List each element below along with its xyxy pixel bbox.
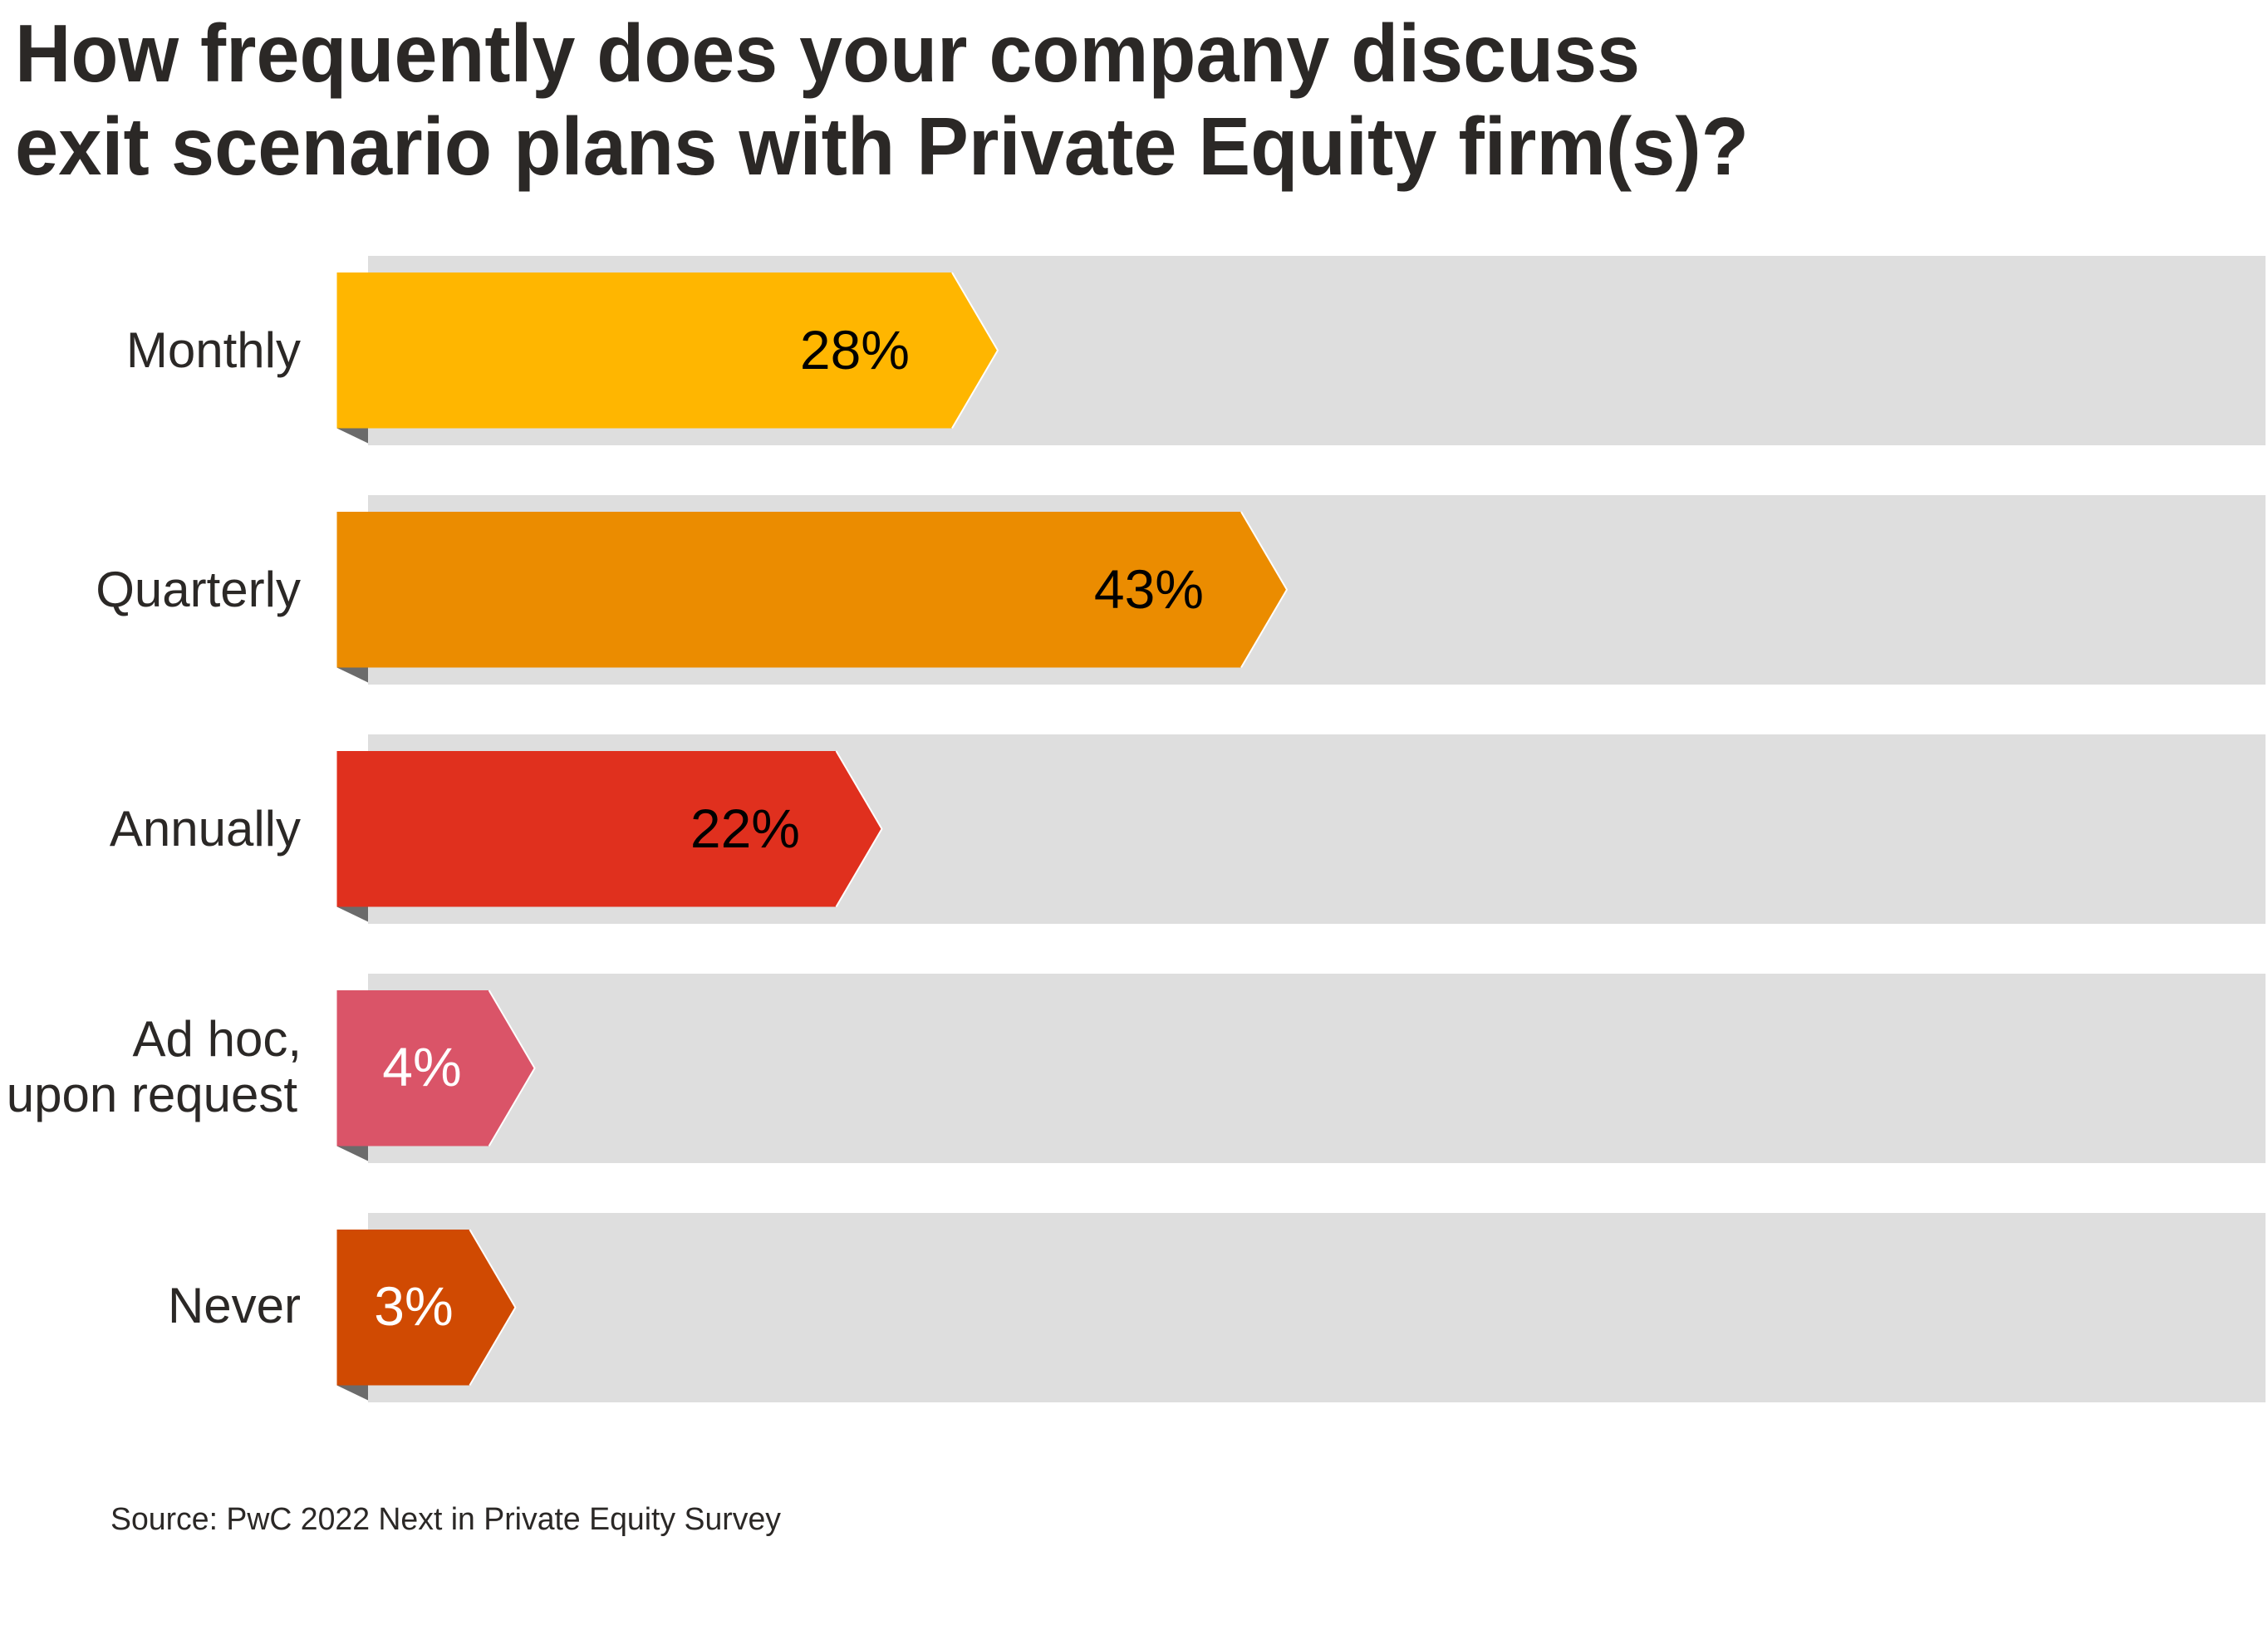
svg-text:3%: 3% (374, 1275, 453, 1337)
svg-text:Ad hoc,: Ad hoc, (133, 1011, 302, 1067)
svg-text:upon request: upon request (7, 1067, 298, 1122)
svg-text:How frequently does your compa: How frequently does your company discuss (15, 7, 1640, 99)
svg-text:28%: 28% (800, 319, 910, 380)
svg-text:4%: 4% (382, 1036, 461, 1097)
svg-text:22%: 22% (690, 798, 800, 859)
svg-text:Never: Never (168, 1278, 301, 1333)
svg-text:Quarterly: Quarterly (96, 562, 301, 617)
svg-text:43%: 43% (1094, 558, 1204, 620)
svg-text:Annually: Annually (110, 801, 301, 857)
svg-text:Monthly: Monthly (126, 322, 301, 378)
svg-text:Source: PwC 2022 Next in Priva: Source: PwC 2022 Next in Private Equity … (110, 1502, 781, 1537)
svg-text:exit scenario plans with Priva: exit scenario plans with Private Equity … (15, 101, 1749, 192)
